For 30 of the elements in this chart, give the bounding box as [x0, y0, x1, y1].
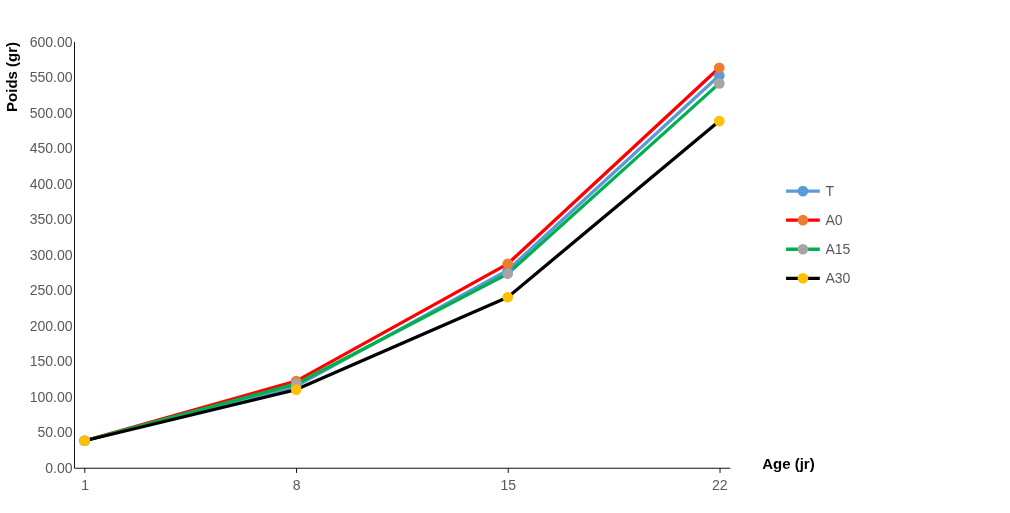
y-tick-label: 550.00: [29, 69, 73, 86]
point: [502, 268, 514, 280]
x-tick-label: 1: [81, 476, 90, 493]
y-tick-label: 0.00: [45, 459, 73, 476]
y-tick-label: 150.00: [29, 353, 73, 370]
y-axis-title: Poids (gr): [3, 41, 21, 112]
x-axis-title: Age (jr): [762, 455, 815, 473]
y-tick-label: 350.00: [29, 211, 73, 228]
point: [502, 291, 514, 303]
point: [713, 62, 725, 74]
x-tick-label: 22: [711, 476, 728, 493]
x-tick-label: 15: [500, 476, 517, 493]
point: [502, 258, 514, 270]
point: [713, 78, 725, 89]
y-tick-label: 500.00: [29, 104, 73, 121]
x-tick-label: 8: [292, 476, 301, 493]
legend-label: T: [825, 182, 835, 199]
legend-label: A15: [825, 240, 851, 257]
legend-label: A0: [825, 211, 843, 228]
y-tick-label: 300.00: [29, 246, 73, 263]
y-tick-label: 400.00: [29, 175, 73, 192]
y-tick-label: 200.00: [29, 317, 73, 334]
y-tick-label: 250.00: [29, 282, 73, 299]
y-tick-label: 600.00: [29, 33, 73, 50]
point: [290, 384, 302, 395]
legend-label: A30: [825, 269, 851, 286]
y-tick-label: 50.00: [37, 424, 73, 441]
point: [713, 115, 725, 127]
y-tick-label: 100.00: [29, 388, 73, 405]
y-tick-label: 450.00: [29, 140, 73, 157]
